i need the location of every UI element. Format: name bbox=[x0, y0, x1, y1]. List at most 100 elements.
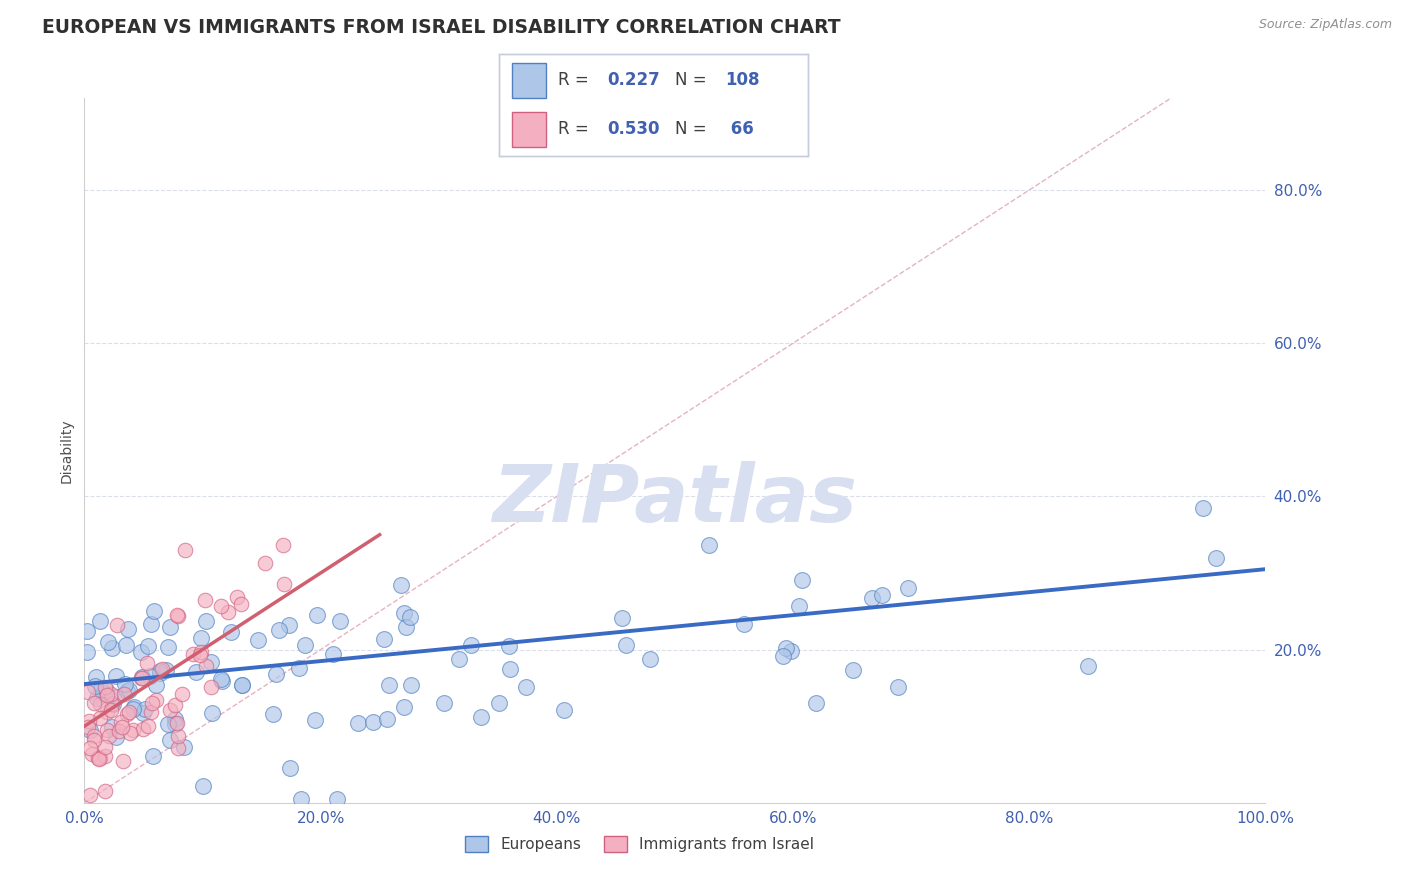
Point bbox=[159, 620, 181, 634]
Text: N =: N = bbox=[675, 120, 713, 138]
Point bbox=[87, 750, 110, 764]
Text: 66: 66 bbox=[725, 120, 754, 138]
Point bbox=[612, 611, 634, 625]
Point bbox=[790, 574, 813, 588]
Point bbox=[305, 607, 328, 622]
Point bbox=[247, 633, 270, 648]
Text: ZIPatlas: ZIPatlas bbox=[492, 461, 858, 539]
Point bbox=[195, 659, 218, 673]
Point bbox=[290, 792, 312, 806]
Point bbox=[218, 605, 240, 619]
Point bbox=[190, 631, 212, 645]
Point bbox=[141, 706, 163, 720]
Point bbox=[165, 713, 187, 727]
Point bbox=[488, 696, 510, 710]
Point bbox=[219, 624, 242, 639]
Point bbox=[89, 711, 111, 725]
Point bbox=[77, 714, 100, 728]
Point bbox=[91, 686, 114, 700]
Point bbox=[117, 622, 139, 636]
Point bbox=[253, 556, 276, 570]
Point bbox=[86, 690, 108, 705]
Point bbox=[167, 740, 190, 755]
Point bbox=[93, 740, 115, 755]
Point bbox=[145, 678, 167, 692]
Point bbox=[191, 780, 214, 794]
Point bbox=[100, 703, 122, 717]
Point bbox=[515, 681, 537, 695]
Point bbox=[166, 608, 188, 623]
Point bbox=[150, 662, 173, 676]
Point bbox=[231, 678, 253, 692]
Point bbox=[498, 639, 520, 653]
Point bbox=[105, 669, 128, 683]
Point bbox=[98, 729, 121, 743]
Point bbox=[90, 681, 112, 696]
Point bbox=[392, 606, 415, 620]
Point bbox=[156, 717, 179, 731]
Point bbox=[772, 648, 794, 663]
Point bbox=[269, 623, 291, 637]
Text: N =: N = bbox=[675, 71, 713, 89]
Point bbox=[273, 576, 295, 591]
Point bbox=[165, 698, 187, 712]
Text: Source: ZipAtlas.com: Source: ZipAtlas.com bbox=[1258, 18, 1392, 31]
Point bbox=[149, 665, 172, 680]
Point bbox=[89, 751, 111, 765]
Point bbox=[84, 679, 107, 693]
Point bbox=[77, 720, 100, 734]
Point bbox=[775, 640, 797, 655]
Point bbox=[789, 599, 811, 613]
Point bbox=[271, 538, 294, 552]
Point bbox=[89, 697, 111, 711]
Point bbox=[76, 645, 98, 659]
Point bbox=[97, 635, 120, 649]
Point bbox=[346, 715, 368, 730]
Text: 0.227: 0.227 bbox=[607, 71, 661, 89]
Point bbox=[96, 705, 118, 719]
Point bbox=[167, 608, 190, 623]
Point bbox=[145, 693, 167, 707]
Point bbox=[118, 683, 141, 698]
Point bbox=[159, 703, 181, 717]
Point bbox=[121, 702, 143, 716]
Point bbox=[105, 618, 128, 632]
Point bbox=[209, 599, 232, 613]
Point bbox=[733, 616, 755, 631]
Point bbox=[231, 678, 253, 692]
Point bbox=[190, 645, 212, 659]
Point bbox=[110, 714, 132, 729]
Point bbox=[118, 705, 141, 719]
Point bbox=[638, 652, 661, 666]
Point bbox=[172, 687, 194, 701]
Point bbox=[141, 617, 163, 632]
Point bbox=[394, 700, 416, 714]
Point bbox=[83, 696, 105, 710]
Point bbox=[115, 638, 138, 652]
Point bbox=[79, 723, 101, 738]
Text: R =: R = bbox=[558, 120, 593, 138]
Point bbox=[780, 644, 803, 658]
Y-axis label: Disability: Disability bbox=[59, 418, 73, 483]
Point bbox=[79, 788, 101, 802]
Text: R =: R = bbox=[558, 71, 593, 89]
Point bbox=[194, 614, 217, 628]
Point bbox=[100, 640, 122, 655]
Point bbox=[841, 664, 863, 678]
Point bbox=[266, 667, 288, 681]
Point bbox=[79, 740, 101, 755]
Point bbox=[325, 792, 347, 806]
Point bbox=[155, 663, 177, 677]
Point bbox=[399, 609, 422, 624]
Point bbox=[231, 597, 253, 611]
Point bbox=[1205, 550, 1227, 565]
Point bbox=[173, 543, 195, 558]
Point bbox=[870, 588, 893, 602]
Point bbox=[117, 706, 139, 721]
Point bbox=[80, 747, 103, 762]
Point bbox=[122, 700, 145, 714]
Point bbox=[201, 706, 224, 720]
Point bbox=[553, 703, 575, 717]
Point bbox=[399, 678, 422, 692]
Point bbox=[447, 651, 470, 665]
